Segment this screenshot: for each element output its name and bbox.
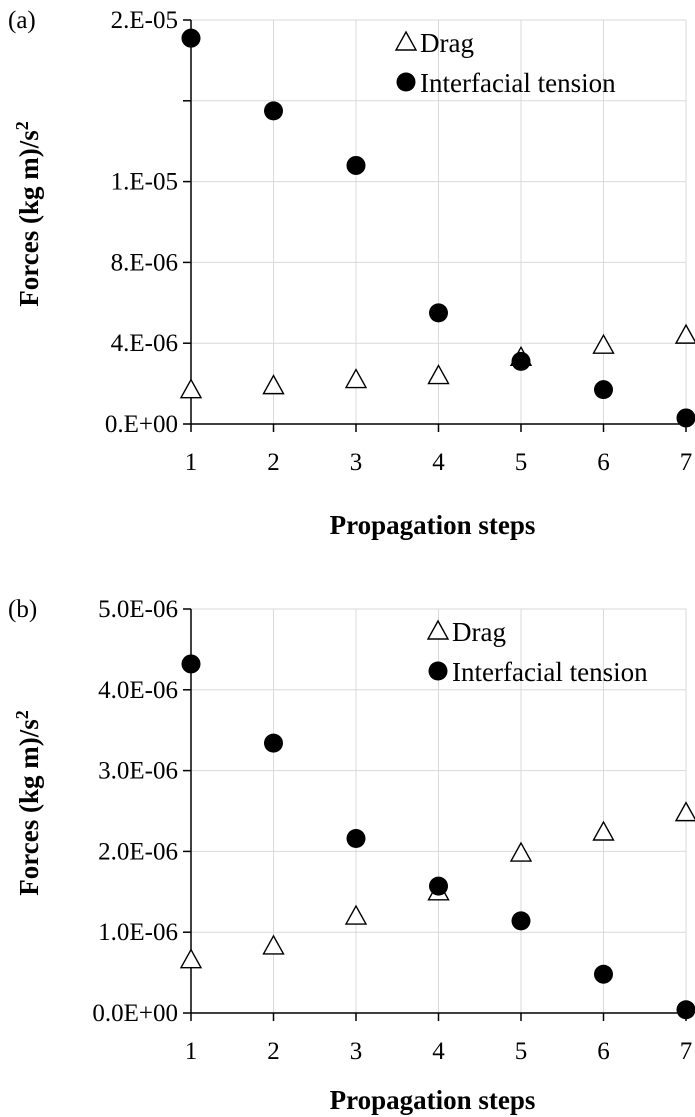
legend-drag-label: Drag xyxy=(452,617,506,647)
x-tick-label: 4 xyxy=(432,1038,445,1065)
drag-point xyxy=(262,934,285,955)
x-tick-label: 2 xyxy=(267,1038,280,1065)
drag-point xyxy=(179,378,203,399)
y-tick-label: 0.E+00 xyxy=(105,411,178,438)
y-tick-label: 3.0E-06 xyxy=(98,758,178,785)
interfacial-tension-point xyxy=(429,876,448,896)
y-axis-title: Forces (kg m)/s2 xyxy=(12,710,44,895)
interfacial-tension-point xyxy=(346,155,366,175)
interfacial-tension-point xyxy=(181,654,201,674)
legend-interfacial-tension-marker xyxy=(428,661,448,681)
panel-label: (a) xyxy=(8,7,36,34)
x-tick-label: 6 xyxy=(597,449,610,476)
legend-drag-marker xyxy=(426,619,450,640)
series-drag xyxy=(179,323,695,399)
chart-panel-1: 0.E+00 4.E-06 8.E-06 1.E-05 2.E-05 1 2 3 4 5 6 7 (a)… xyxy=(8,7,695,540)
interfacial-tension-point xyxy=(264,733,283,753)
interfacial-tension-point xyxy=(594,380,613,400)
x-tick-label: 3 xyxy=(350,1038,363,1065)
interfacial-tension-point xyxy=(429,303,448,323)
interfacial-tension-point xyxy=(511,911,531,931)
panel-label: (b) xyxy=(8,596,37,623)
y-tick-label: 1.E-05 xyxy=(111,169,178,196)
x-tick-label: 1 xyxy=(185,449,198,476)
x-tick-label: 1 xyxy=(185,1038,198,1065)
legend: Drag Interfacial tension xyxy=(394,28,616,98)
series-interfacial-tension xyxy=(181,28,695,428)
x-tick-label: 5 xyxy=(515,449,528,476)
legend-drag-label: Drag xyxy=(420,28,474,58)
y-tick-label: 4.E-06 xyxy=(111,330,178,357)
y-axis-title-superscript: 2 xyxy=(12,710,32,719)
interfacial-tension-point xyxy=(676,408,695,428)
x-tick-label: 2 xyxy=(267,449,280,476)
drag-point xyxy=(509,841,533,862)
y-tick-label: 1.0E-06 xyxy=(98,919,178,946)
y-tick-label: 5.0E-06 xyxy=(98,596,178,623)
legend-drag-marker xyxy=(394,30,418,51)
x-axis-title: Propagation steps xyxy=(330,1085,536,1115)
drag-point xyxy=(592,820,615,841)
y-tick-label: 4.0E-06 xyxy=(98,677,178,704)
y-axis-title-superscript: 2 xyxy=(12,121,32,130)
interfacial-tension-point xyxy=(264,101,283,121)
drag-point xyxy=(262,374,285,395)
y-tick-label: 8.E-06 xyxy=(111,249,178,276)
legend-interfacial-tension-label: Interfacial tension xyxy=(452,657,648,687)
drag-point xyxy=(344,904,368,925)
legend: Drag Interfacial tension xyxy=(426,617,648,687)
drag-point xyxy=(344,368,368,389)
legend-interfacial-tension-label: Interfacial tension xyxy=(420,68,616,98)
x-tick-label: 3 xyxy=(350,449,363,476)
y-tick-label: 0.0E+00 xyxy=(92,1000,178,1027)
drag-point xyxy=(592,333,615,354)
drag-point xyxy=(674,801,695,822)
chart-panel-2: 0.0E+00 1.0E-06 2.0E-06 3.0E-06 4.0E-06 5.0E-… xyxy=(8,596,695,1115)
drag-point xyxy=(427,364,450,385)
drag-point xyxy=(179,948,203,969)
interfacial-tension-point xyxy=(181,28,201,48)
x-tick-label: 7 xyxy=(680,1038,693,1065)
x-tick-label: 5 xyxy=(515,1038,528,1065)
x-tick-label: 6 xyxy=(597,1038,610,1065)
legend-interfacial-tension-marker xyxy=(396,72,416,92)
y-tick-label: 2.E-05 xyxy=(111,7,178,34)
drag-point xyxy=(674,323,695,344)
interfacial-tension-point xyxy=(676,1000,695,1020)
y-tick-label: 2.0E-06 xyxy=(98,838,178,865)
interfacial-tension-point xyxy=(346,828,366,848)
interfacial-tension-point xyxy=(511,351,531,371)
x-tick-label: 4 xyxy=(432,449,445,476)
x-tick-label: 7 xyxy=(680,449,693,476)
series-interfacial-tension xyxy=(181,654,695,1020)
x-axis-title: Propagation steps xyxy=(330,510,536,540)
y-axis-title: Forces (kg m)/s2 xyxy=(12,121,44,306)
interfacial-tension-point xyxy=(594,964,613,984)
